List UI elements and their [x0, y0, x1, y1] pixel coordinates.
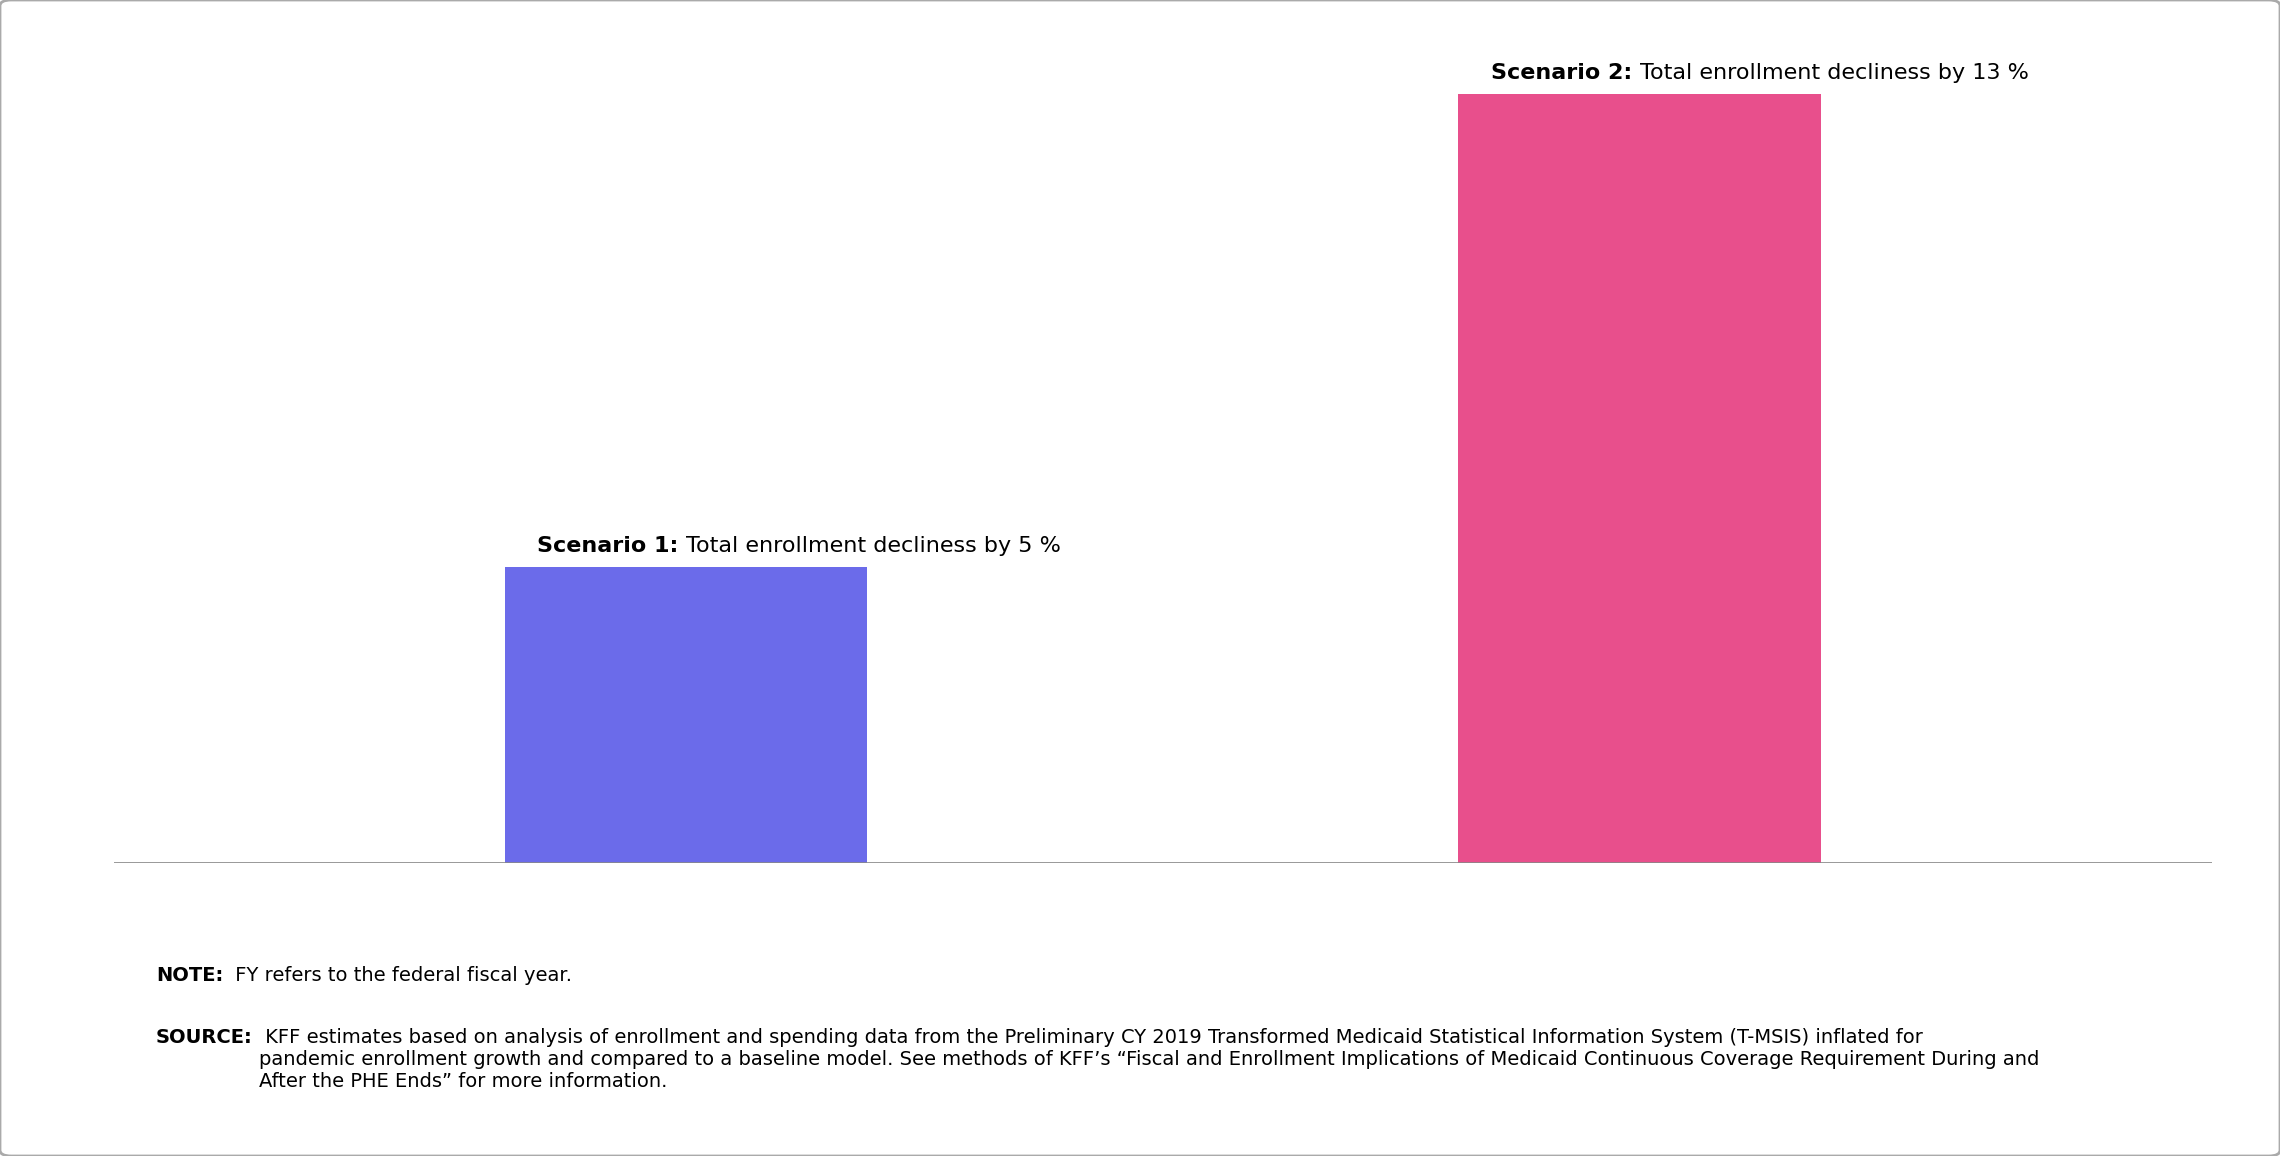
Text: FY refers to the federal fiscal year.: FY refers to the federal fiscal year.: [230, 966, 572, 985]
Text: NOTE:: NOTE:: [155, 966, 223, 985]
Bar: [1459, 94, 1822, 862]
Text: Total enrollment decliness by 13 %: Total enrollment decliness by 13 %: [1639, 64, 2029, 83]
Bar: [504, 566, 866, 862]
Text: Scenario 2:: Scenario 2:: [1491, 64, 1639, 83]
Text: KFF estimates based on analysis of enrollment and spending data from the Prelimi: KFF estimates based on analysis of enrol…: [258, 1028, 2038, 1091]
Text: Total enrollment decliness by 5 %: Total enrollment decliness by 5 %: [686, 536, 1060, 556]
Text: Scenario 1:: Scenario 1:: [538, 536, 686, 556]
Text: SOURCE:: SOURCE:: [155, 1028, 253, 1047]
